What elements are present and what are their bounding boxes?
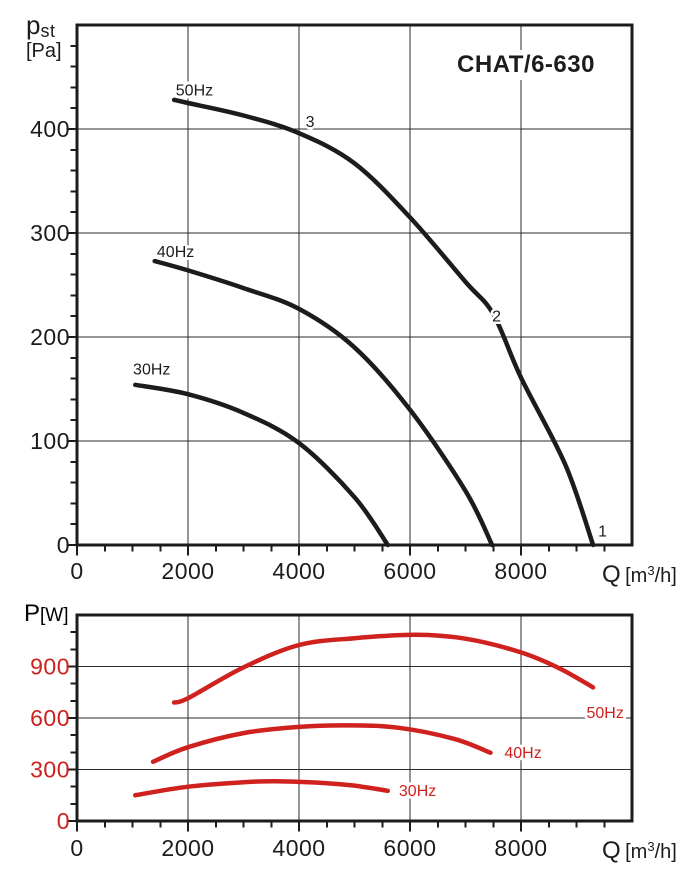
curve-30hz <box>133 382 391 548</box>
y-tick-label: 0 <box>57 532 70 558</box>
x-tick-label: 8000 <box>494 835 547 861</box>
plot-frame <box>75 613 634 823</box>
flow-unit-close: /h] <box>654 841 677 863</box>
curve-label-40hz: 40Hz <box>157 244 194 261</box>
curve-30hz <box>133 779 391 798</box>
pressure-symbol-sub: st <box>40 21 56 41</box>
flow-unit-open: [m <box>625 565 648 587</box>
pressure-axis-symbol: pst <box>26 10 62 41</box>
y-tick-label: 400 <box>30 116 70 142</box>
flow-unit-open: [m <box>625 841 648 863</box>
curve-label-50hz: 50Hz <box>586 705 623 722</box>
y-tick-label: 300 <box>30 220 70 246</box>
x-tick-label: 2000 <box>161 558 214 584</box>
flow-unit: [m3/h] <box>625 563 677 587</box>
y-tick-label: 100 <box>30 428 70 454</box>
plot-frame <box>75 23 634 547</box>
x-tick-label: 6000 <box>383 558 436 584</box>
pressure-axis-label: pst [Pa] <box>26 10 62 62</box>
chart-title: CHAT/6-630 <box>448 50 604 80</box>
flow-axis-label-bottom: Q [m3/h] <box>602 837 677 865</box>
curve-label-30hz: 30Hz <box>133 361 170 378</box>
x-tick-label: 0 <box>70 835 83 861</box>
operating-point-label-1: 1 <box>598 524 607 541</box>
operating-point-label-2: 2 <box>492 308 501 325</box>
flow-axis-label-top: Q [m3/h] <box>602 561 677 589</box>
x-tick-label: 0 <box>70 558 83 584</box>
y-tick-label: 0 <box>57 808 70 834</box>
flow-unit-sup: 3 <box>647 563 655 578</box>
y-tick-label: 600 <box>30 705 70 731</box>
x-tick-label: 4000 <box>272 558 325 584</box>
operating-point-label-3: 3 <box>306 114 315 131</box>
curve-label-40hz: 40Hz <box>504 745 541 762</box>
flow-unit-close: /h] <box>654 565 677 587</box>
y-tick-label: 300 <box>30 757 70 783</box>
y-tick-label: 200 <box>30 324 70 350</box>
flow-unit-sup: 3 <box>647 839 655 854</box>
power-symbol: P <box>24 600 41 627</box>
pressure-unit: [Pa] <box>26 39 62 62</box>
x-tick-label: 2000 <box>161 835 214 861</box>
x-tick-label: 8000 <box>494 558 547 584</box>
curve-50hz <box>171 97 596 548</box>
x-tick-label: 6000 <box>383 835 436 861</box>
flow-unit: [m3/h] <box>625 839 677 863</box>
curve-label-50hz: 50Hz <box>176 83 213 100</box>
curve-40hz <box>150 723 493 765</box>
y-tick-label: 900 <box>30 654 70 680</box>
flow-symbol: Q <box>602 561 621 588</box>
curve-50hz <box>171 632 596 705</box>
flow-symbol: Q <box>602 837 621 864</box>
power-axis-label: P[W] <box>24 602 69 626</box>
x-tick-label: 4000 <box>272 835 325 861</box>
curve-label-30hz: 30Hz <box>399 783 436 800</box>
curve-40hz <box>152 258 495 548</box>
power-unit: [W] <box>40 605 69 626</box>
pressure-symbol: p <box>26 10 41 40</box>
